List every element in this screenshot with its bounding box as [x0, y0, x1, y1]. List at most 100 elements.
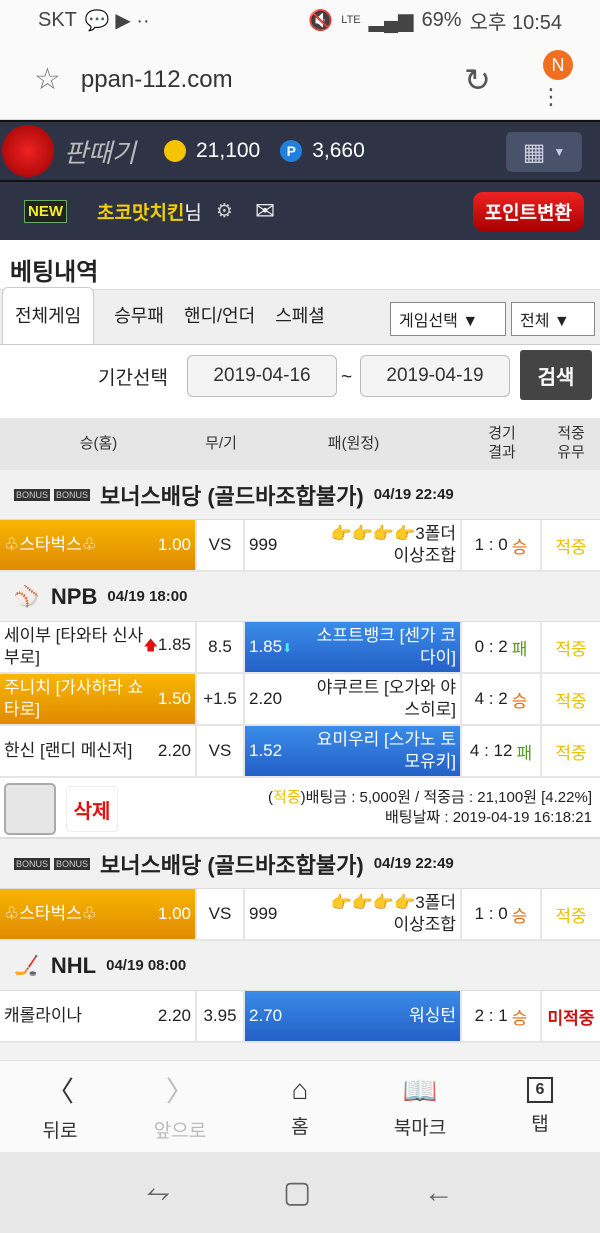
- back-arrow-icon[interactable]: ←: [423, 1175, 454, 1209]
- browser-address-bar: ☆ ppan-112.com ↻ ⋮ N: [0, 40, 600, 120]
- game-select[interactable]: 게임선택 ▼: [390, 302, 506, 336]
- nav-home[interactable]: ⌂ 홈: [240, 1061, 360, 1152]
- table-row: ♧스타벅스♧ 1.00 VS 999 👉👉👉👉3폴더이상조합 1 : 0 승 적중: [0, 889, 600, 941]
- bonus-icon: BONUS: [14, 857, 51, 870]
- nav-back[interactable]: 〈 뒤로: [0, 1061, 120, 1152]
- bet-amounts: 배팅금 : 5,000원 / 적중금 : 21,100원 [4.22%]: [305, 788, 592, 806]
- home-cell[interactable]: ♧스타벅스♧ 1.00: [0, 520, 197, 570]
- league-name: 보너스배당 (골드바조합불가): [100, 483, 364, 509]
- draw-cell[interactable]: 8.5: [197, 622, 245, 672]
- col-hit-line2: 유무: [557, 444, 585, 461]
- star-icon[interactable]: ☆: [34, 63, 61, 96]
- home-cell[interactable]: 주니치 [가사하라 쇼타로] 1.50: [0, 674, 197, 724]
- hit-status: 적중: [555, 691, 587, 711]
- draw-cell[interactable]: VS: [197, 520, 245, 570]
- hit-status: 적중: [555, 537, 587, 557]
- league-name: NPB: [50, 583, 98, 609]
- point-convert-button[interactable]: 포인트변환: [472, 192, 584, 231]
- bonus-icon: BONUS: [54, 857, 91, 870]
- hit-status: 적중: [555, 639, 587, 659]
- search-button[interactable]: 검색: [520, 350, 592, 400]
- home-team: 세이부 [타와타 신사부로]: [4, 626, 144, 667]
- page-title: 베팅내역: [0, 240, 600, 290]
- hit-cell: 적중: [542, 674, 600, 724]
- home-team: 주니치 [가사하라 쇼타로]: [4, 678, 144, 719]
- forward-icon: 〉: [165, 1076, 194, 1107]
- home-cell[interactable]: 한신 [랜디 메신저] 2.20: [0, 726, 197, 776]
- home-button-icon[interactable]: ▢: [282, 1176, 312, 1209]
- away-cell[interactable]: 2.20 야쿠르트 [오가와 야스히로]: [245, 674, 462, 724]
- logo-icon[interactable]: [2, 125, 54, 177]
- draw-cell[interactable]: 3.95: [197, 991, 245, 1041]
- more-menu-icon[interactable]: ⋮: [540, 84, 562, 109]
- mute-icon: 🔇: [308, 9, 334, 32]
- coin-balance: 21,100: [196, 139, 261, 162]
- gear-icon[interactable]: ⚙: [215, 200, 233, 222]
- delete-button[interactable]: 삭제: [66, 786, 118, 832]
- away-odds-value: 1.85: [249, 637, 283, 656]
- reload-icon[interactable]: ↻: [464, 61, 491, 98]
- new-badge: NEW: [24, 199, 67, 223]
- mail-icon[interactable]: ✉: [254, 197, 276, 225]
- away-odds-value: 1.52: [249, 741, 283, 760]
- home-odds: 2.20: [158, 1006, 191, 1026]
- draw-cell[interactable]: +1.5: [197, 674, 245, 724]
- away-cell[interactable]: 999 👉👉👉👉3폴더이상조합: [245, 520, 462, 570]
- home-odds: 🡅1.85: [144, 635, 192, 659]
- nav-label: 뒤로: [42, 1121, 78, 1142]
- col-result-line2: 결과: [488, 444, 516, 461]
- date-separator: ~: [341, 367, 353, 388]
- draw-cell[interactable]: VS: [197, 726, 245, 776]
- away-team: 야쿠르트 [오가와 야스히로]: [316, 678, 456, 719]
- draw-cell[interactable]: VS: [197, 889, 245, 939]
- league-name: 보너스배당 (골드바조합불가): [100, 852, 364, 878]
- away-cell[interactable]: 1.52 요미우리 [스가노 토모유키]: [245, 726, 462, 776]
- away-cell[interactable]: 1.85⬇ 소프트뱅크 [센가 코다이]: [245, 622, 462, 672]
- table-row: ♧스타벅스♧ 1.00 VS 999 👉👉👉👉3폴더이상조합 1 : 0 승 적중: [0, 520, 600, 572]
- tab-handicap[interactable]: 핸디/언더: [183, 306, 256, 326]
- tab-bar: 전체게임 승무패 핸디/언더 스페셜 게임선택 ▼ 전체 ▼: [0, 287, 600, 345]
- table-header: 승(홈) 무/기 패(원정) 경기 결과 적중 유무: [0, 418, 600, 470]
- away-odds: 2.70: [249, 1006, 282, 1026]
- table-row: 세이부 [타와타 신사부로] 🡅1.85 8.5 1.85⬇ 소프트뱅크 [센가 코다이…: [0, 622, 600, 674]
- tab-all-games[interactable]: 전체게임: [2, 287, 95, 344]
- date-from-input[interactable]: 2019-04-16: [187, 355, 337, 397]
- logo-text[interactable]: 판때기: [64, 138, 136, 169]
- home-cell[interactable]: 캐롤라이나 2.20: [0, 991, 197, 1041]
- username[interactable]: 초코맛치킨: [97, 202, 185, 224]
- url-field[interactable]: ppan-112.com: [80, 65, 233, 93]
- away-odds-value: 999: [249, 904, 278, 923]
- hit-cell: 적중: [542, 520, 600, 570]
- select-checkbox[interactable]: [4, 783, 56, 835]
- nav-label: 홈: [291, 1117, 309, 1138]
- score: 1 : 0: [474, 904, 508, 923]
- tab-special[interactable]: 스페셜: [275, 306, 325, 326]
- hit-status: 적중: [555, 906, 587, 926]
- home-odds: 1.00: [158, 535, 191, 555]
- nav-bookmark[interactable]: 📖 북마크: [360, 1061, 480, 1152]
- arrow-up-icon: 🡅: [143, 637, 158, 653]
- status-bar: SKT 💬 ▶ ·· 🔇 LTE ▂▄▆ 69% 오후 10:54: [0, 0, 600, 40]
- nav-label: 북마크: [393, 1117, 447, 1139]
- home-odds-value: 1.00: [157, 535, 191, 554]
- home-cell[interactable]: 세이부 [타와타 신사부로] 🡅1.85: [0, 622, 197, 672]
- home-cell[interactable]: ♧스타벅스♧ 1.00: [0, 889, 197, 939]
- grid-menu-button[interactable]: ▦ ▼: [506, 132, 582, 172]
- away-odds: 999: [249, 535, 277, 555]
- tab-win-draw-lose[interactable]: 승무패: [114, 306, 164, 326]
- col-result: 경기 결과: [462, 424, 542, 462]
- all-select[interactable]: 전체 ▼: [511, 302, 595, 336]
- away-team: 워싱턴: [409, 1006, 456, 1025]
- recent-apps-icon[interactable]: ⥊: [146, 1175, 171, 1209]
- user-bar: NEW 초코맛치킨 님 ⚙ ✉ 포인트변환: [0, 182, 600, 240]
- away-cell[interactable]: 999 👉👉👉👉3폴더이상조합: [245, 889, 462, 939]
- away-cell[interactable]: 2.70 워싱턴: [245, 991, 462, 1041]
- coin-icon: [164, 140, 186, 162]
- bet-history-list[interactable]: BONUS BONUS 보너스배당 (골드바조합불가) 04/19 22:49 ♧스타벅…: [0, 470, 600, 1060]
- nav-forward[interactable]: 〉 앞으로: [120, 1061, 240, 1152]
- home-odds-value: 1.00: [157, 904, 191, 923]
- away-odds-value: 2.20: [249, 689, 283, 708]
- date-to-input[interactable]: 2019-04-19: [360, 355, 510, 397]
